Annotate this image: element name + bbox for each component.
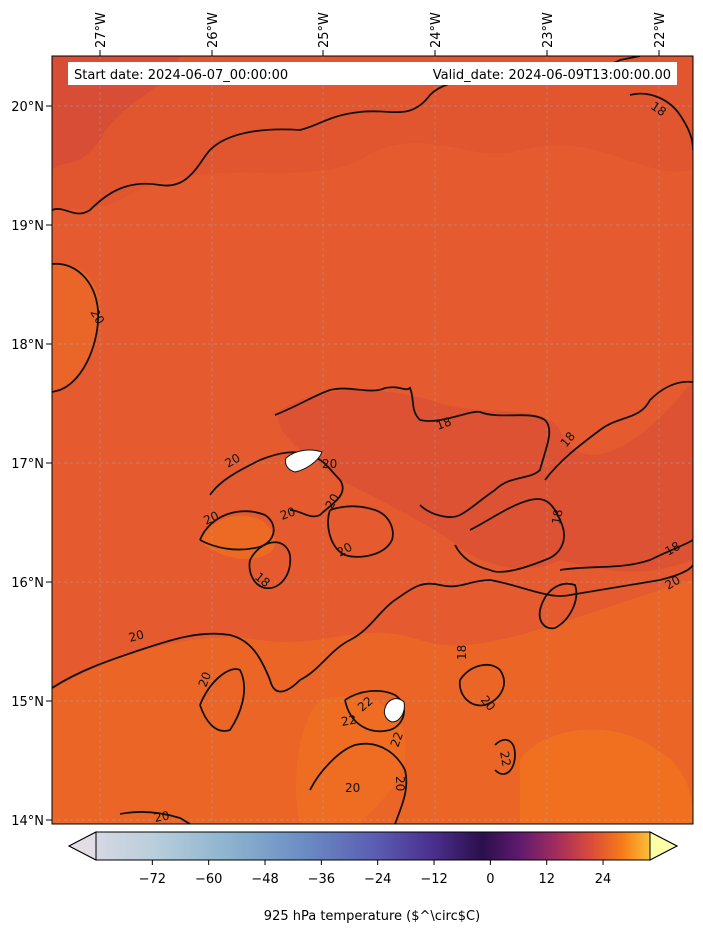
contour-label: 18 <box>434 414 453 432</box>
contour-20-ring <box>538 582 578 630</box>
lat-tick-label: 18°N <box>11 338 44 353</box>
lat-tick-label: 15°N <box>11 695 44 710</box>
colorbar-tick-label: −48 <box>251 872 278 887</box>
colorbar-tick-label: 0 <box>486 872 494 887</box>
valid-date-text: Valid_date: 2024-06-09T13:00:00.00 <box>433 68 671 83</box>
contour-22 <box>309 742 408 824</box>
colorbar-extend-low <box>67 831 97 861</box>
colorbar-tick-label: 12 <box>538 872 555 887</box>
contour-label: 18 <box>549 508 565 525</box>
contour-20-sw <box>199 668 245 732</box>
contour-label: 20 <box>223 451 243 471</box>
contour-label: 20 <box>393 776 407 791</box>
contour-20-west <box>52 263 99 393</box>
lat-tick-label: 20°N <box>11 100 44 115</box>
contour-label: 20 <box>196 670 214 689</box>
missing-data <box>285 449 405 723</box>
contour-20-patch <box>199 510 275 551</box>
missing-patch-south <box>383 698 405 723</box>
contour-label: 20 <box>201 509 221 528</box>
contour-label: 20 <box>345 781 360 795</box>
lon-tick-label: 24°W <box>429 12 444 48</box>
latitude-ticks: 20°N 19°N 18°N 17°N 16°N 15°N 14°N <box>11 100 52 829</box>
date-banner <box>68 62 677 85</box>
lat-tick-label: 17°N <box>11 457 44 472</box>
contour-label: 18 <box>455 645 469 660</box>
colorbar-body <box>67 831 679 861</box>
contour-label: 22 <box>497 750 513 767</box>
longitude-ticks: 27°W 26°W 25°W 24°W 23°W 22°W <box>94 12 668 56</box>
contour-label: 20 <box>87 307 107 327</box>
colorbar-tick-label: −12 <box>420 872 447 887</box>
colorbar-tick-label: −36 <box>308 872 335 887</box>
lon-tick-label: 22°W <box>653 12 668 48</box>
lat-tick-label: 14°N <box>11 814 44 829</box>
contour-20-bottom <box>119 811 191 824</box>
contour-18-small <box>248 541 292 589</box>
temperature-field <box>52 56 693 824</box>
lat-tick-label: 16°N <box>11 576 44 591</box>
contour-18-central <box>274 386 551 518</box>
contour-20-south <box>52 564 693 693</box>
lon-tick-label: 23°W <box>541 12 556 48</box>
lon-tick-label: 27°W <box>94 12 109 48</box>
colorbar-tick-label: 24 <box>595 872 612 887</box>
contour-label: 20 <box>335 540 355 560</box>
contour-label: 20 <box>322 457 337 471</box>
field-hot-se <box>520 729 693 824</box>
contour-20-inner <box>327 505 394 558</box>
contour-label: 22 <box>388 730 406 749</box>
contour-label: 20 <box>127 627 145 644</box>
contour-18-sub <box>454 498 565 573</box>
colorbar-tick-label: −72 <box>139 872 166 887</box>
field-hot-south <box>296 696 406 824</box>
contour-label: 22 <box>340 713 357 729</box>
colorbar-ticks: −72 −60 −48 −36 −24 −12 0 12 24 <box>139 860 612 887</box>
colorbar-extend-high <box>649 831 679 861</box>
contour-18-east <box>544 380 693 481</box>
contour-label: 20 <box>663 573 683 593</box>
contour-22-se <box>494 738 516 775</box>
colorbar: −72 −60 −48 −36 −24 −12 0 12 24 925 hPa temperat… <box>67 831 679 924</box>
contour-label: 20 <box>278 504 297 522</box>
contour-22-inner <box>344 689 405 733</box>
contour-20-mid <box>209 451 344 518</box>
missing-patch-north <box>285 449 323 473</box>
map-frame <box>51 55 694 825</box>
contour-label: 20 <box>153 809 170 825</box>
gridlines <box>52 56 693 824</box>
lon-tick-label: 26°W <box>206 12 221 48</box>
colorbar-label: 925 hPa temperature ($^\circ$C) <box>264 909 480 924</box>
contour-label: 20 <box>322 491 342 511</box>
colorbar-tick-label: −60 <box>195 872 222 887</box>
contour-18-southeast <box>559 539 693 571</box>
start-date-text: Start date: 2024-06-07_00:00:00 <box>74 68 288 83</box>
lat-tick-label: 19°N <box>11 219 44 234</box>
colorbar-tick-label: −24 <box>364 872 391 887</box>
contour-18-ne <box>629 92 693 151</box>
field-cool-central <box>278 380 693 572</box>
lon-tick-label: 25°W <box>317 12 332 48</box>
contour-label: 18 <box>663 539 683 559</box>
contour-18-se <box>458 663 505 707</box>
